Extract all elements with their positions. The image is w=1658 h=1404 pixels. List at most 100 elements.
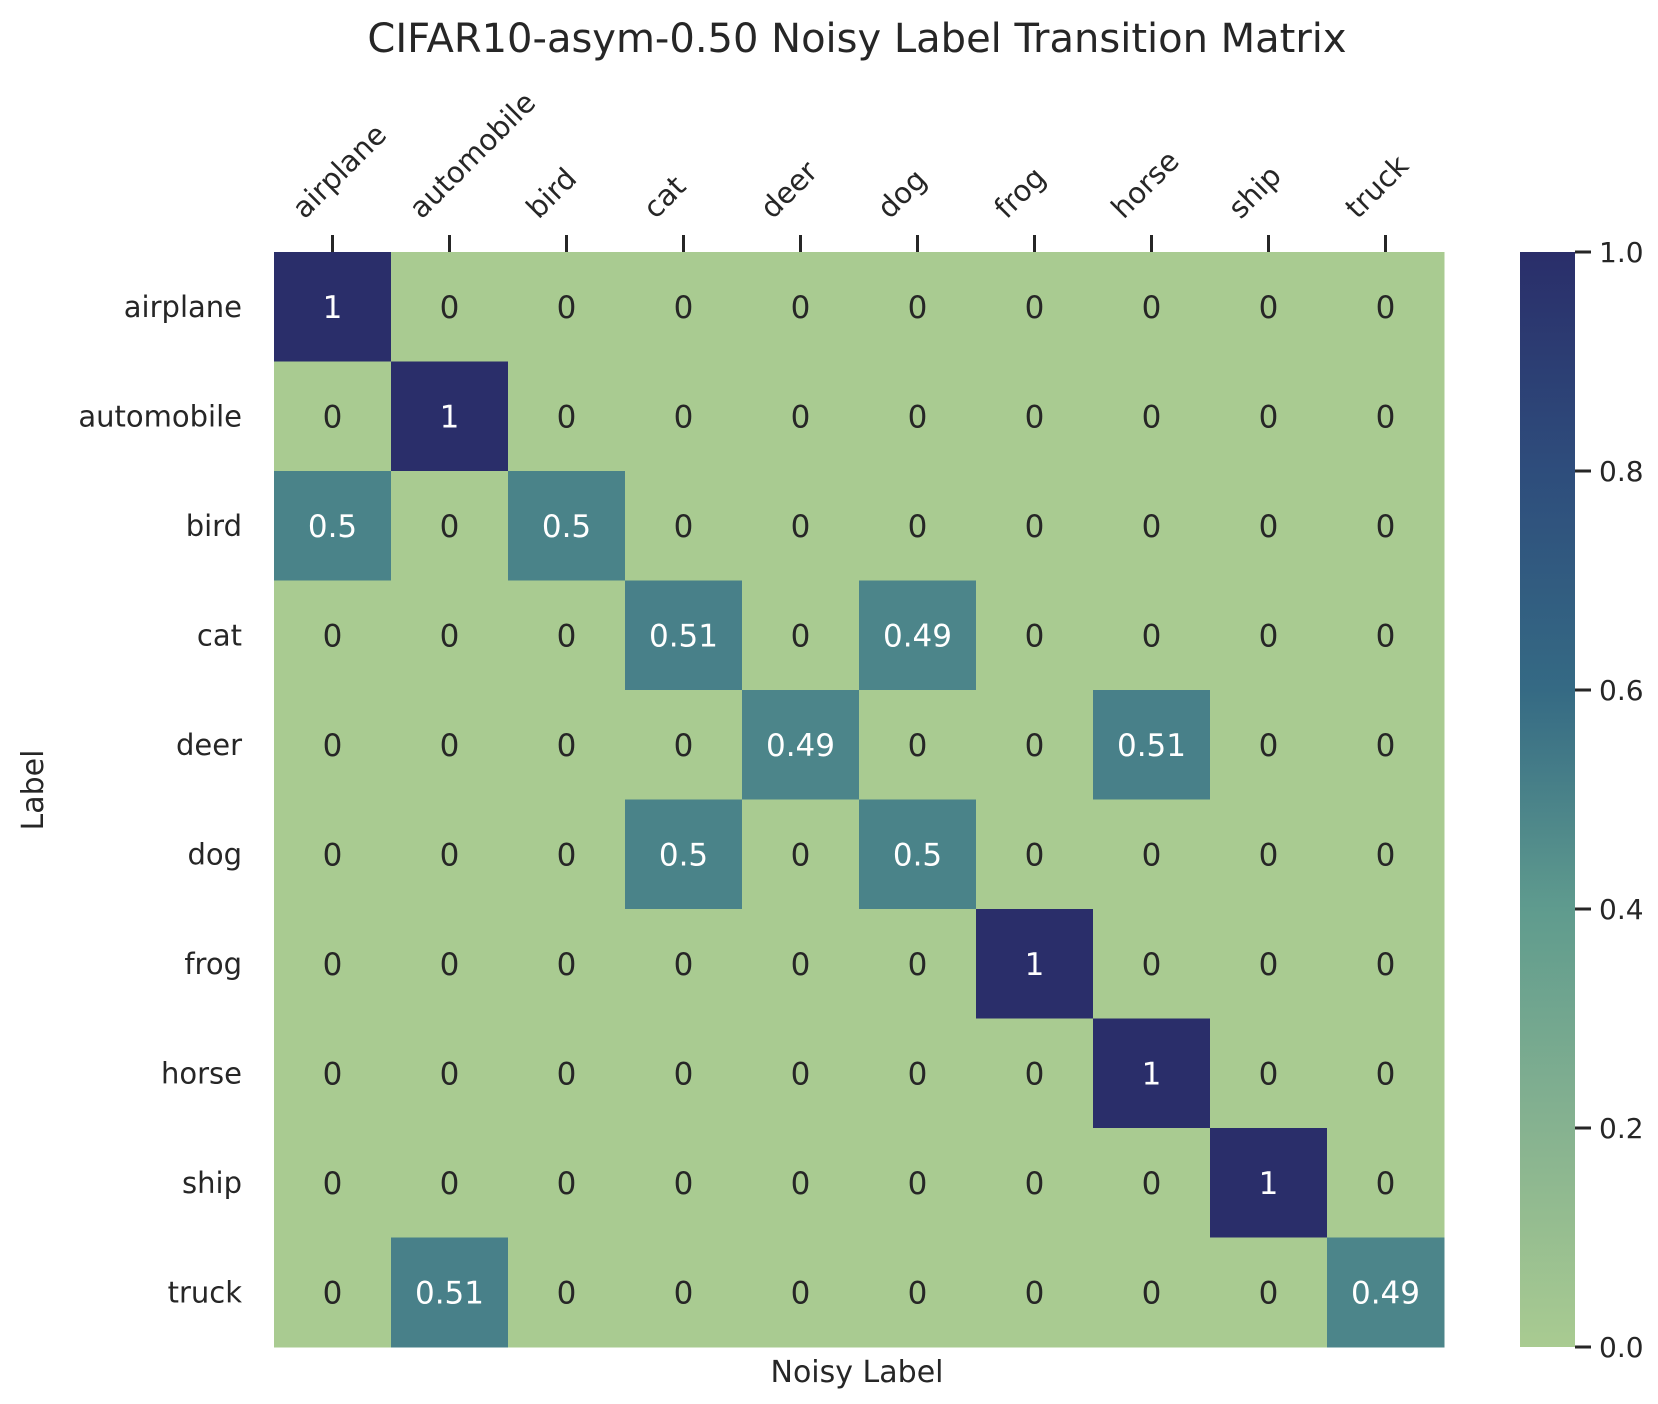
x-tick-label: frog [987, 160, 1052, 225]
x-tick-label: deer [753, 154, 824, 225]
cell-value-label: 0.51 [649, 618, 718, 654]
heatmap-cell [391, 690, 509, 800]
cell-value-label: 0 [1142, 1275, 1162, 1311]
cell-value-label: 0 [908, 1056, 928, 1092]
cell-value-label: 0 [674, 1166, 694, 1202]
heatmap-cell [274, 252, 392, 362]
cell-value-label: 0 [1259, 1275, 1279, 1311]
heatmap-cell [859, 580, 977, 691]
heatmap-cell [1093, 909, 1211, 1019]
cell-value-label: 0 [1025, 290, 1045, 326]
heatmap-cell [1210, 909, 1328, 1019]
cell-value-label: 1 [1025, 947, 1045, 983]
heatmap-cell [1327, 471, 1445, 581]
cell-value-label: 1 [440, 399, 460, 435]
colorbar-tick-label: 0.4 [1599, 893, 1644, 926]
heatmap-cell [391, 1018, 509, 1129]
cell-value-label: 0 [323, 1275, 343, 1311]
cell-value-label: 0 [1259, 290, 1279, 326]
x-tick-label: cat [636, 169, 692, 225]
cell-value-label: 0 [1259, 399, 1279, 435]
cell-value-label: 0 [1142, 399, 1162, 435]
cell-value-label: 0 [791, 1166, 811, 1202]
cell-value-label: 0 [791, 1275, 811, 1311]
heatmap-cell [1327, 799, 1445, 910]
cell-value-label: 0 [1376, 947, 1396, 983]
heatmap-cell [1093, 252, 1211, 362]
heatmap-cell [391, 1237, 509, 1348]
heatmap-cell [1093, 471, 1211, 581]
heatmap-cell [859, 361, 977, 472]
cell-value-label: 0 [323, 1166, 343, 1202]
cell-value-label: 0 [557, 618, 577, 654]
heatmap-cells [274, 252, 1445, 1348]
cell-value-label: 0 [1025, 399, 1045, 435]
cell-value-label: 0 [440, 618, 460, 654]
heatmap-cell [1093, 361, 1211, 472]
heatmap-cell [742, 1128, 860, 1238]
cell-value-label: 0 [674, 947, 694, 983]
heatmap-cell [274, 1237, 392, 1348]
heatmap-cell [1210, 361, 1328, 472]
heatmap-cell [859, 799, 977, 910]
cell-value-label: 0 [1025, 509, 1045, 545]
colorbar-tick-label: 0.6 [1599, 674, 1644, 707]
heatmap-cell [742, 909, 860, 1019]
cell-value-label: 0 [908, 947, 928, 983]
cell-value-label: 0.49 [883, 618, 952, 654]
cell-value-label: 0 [557, 728, 577, 764]
heatmap-cell [1210, 471, 1328, 581]
cell-value-label: 0 [323, 618, 343, 654]
cell-value-label: 0 [1376, 618, 1396, 654]
cell-value-label: 0 [908, 728, 928, 764]
heatmap-cell [1210, 1018, 1328, 1129]
heatmap-cell [508, 580, 626, 691]
heatmap-cell [1327, 580, 1445, 691]
heatmap-cell [976, 799, 1094, 910]
cell-value-label: 0 [1376, 728, 1396, 764]
cell-value-label: 0 [440, 947, 460, 983]
cell-value-label: 0 [557, 837, 577, 873]
x-tick-label: dog [870, 162, 933, 225]
y-tick-label: horse [161, 1056, 242, 1090]
heatmap-cell [859, 909, 977, 1019]
heatmap-cell [1327, 361, 1445, 472]
heatmap-cell [274, 909, 392, 1019]
cell-value-label: 0 [1376, 837, 1396, 873]
cell-value-label: 0 [1259, 618, 1279, 654]
cell-value-label: 0 [323, 947, 343, 983]
cell-value-label: 0 [1142, 947, 1162, 983]
cell-value-label: 0 [1025, 837, 1045, 873]
heatmap-cell [625, 690, 743, 800]
x-tick-label: horse [1104, 144, 1185, 225]
heatmap-cell [1327, 252, 1445, 362]
x-tick-label: bird [519, 161, 583, 225]
x-axis-label: Noisy Label [771, 1355, 944, 1390]
cell-value-label: 0 [440, 509, 460, 545]
heatmap-cell [1093, 1128, 1211, 1238]
cell-value-label: 0 [1025, 1056, 1045, 1092]
cell-value-label: 1 [1259, 1166, 1279, 1202]
cell-value-label: 0 [791, 618, 811, 654]
heatmap-cell [859, 1018, 977, 1129]
cell-value-label: 0 [1259, 728, 1279, 764]
heatmap-cell [742, 690, 860, 800]
heatmap-cell [976, 1237, 1094, 1348]
heatmap-cell [859, 1128, 977, 1238]
cell-value-label: 0 [323, 728, 343, 764]
heatmap-cell [508, 799, 626, 910]
y-tick-label: ship [182, 1166, 242, 1200]
heatmap-cell [391, 1128, 509, 1238]
heatmap-cell [391, 252, 509, 362]
heatmap-cell [625, 799, 743, 910]
cell-value-label: 0 [440, 290, 460, 326]
cell-value-label: 0 [674, 1275, 694, 1311]
heatmap-cell [976, 580, 1094, 691]
heatmap-cell [976, 471, 1094, 581]
cell-value-label: 0 [791, 1056, 811, 1092]
cell-value-label: 0 [1142, 290, 1162, 326]
heatmap-cell [274, 580, 392, 691]
cell-value-label: 0.5 [659, 837, 708, 873]
cell-value-label: 0 [1025, 1275, 1045, 1311]
